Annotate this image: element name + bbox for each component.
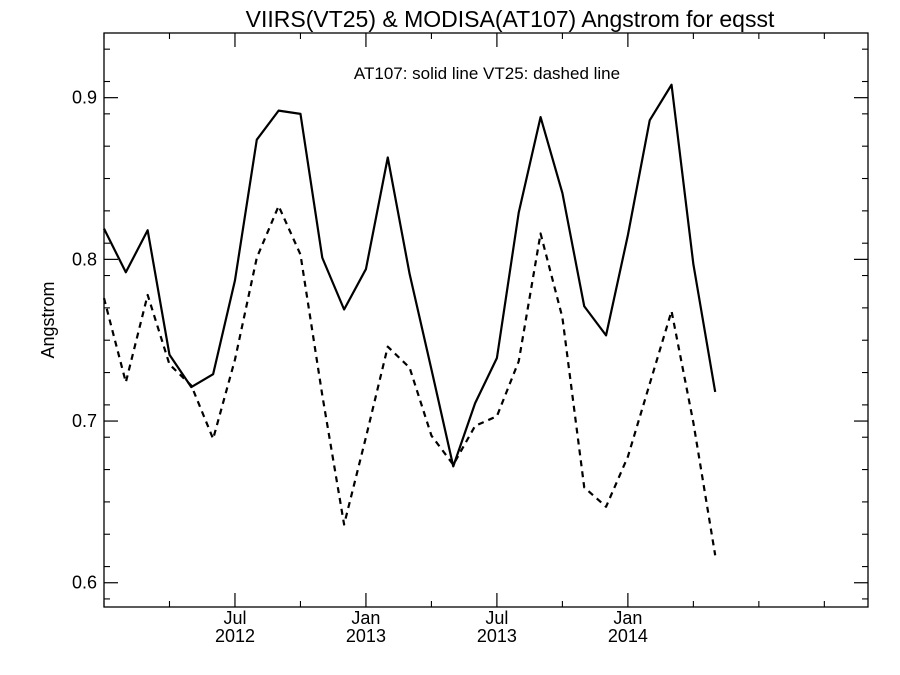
y-axis-label: Angstrom: [38, 281, 58, 358]
minor-ticks: [103, 33, 868, 607]
x-tick-month-label: Jul: [485, 608, 508, 628]
y-tick-label: 0.8: [72, 249, 97, 269]
plot-frame: [103, 32, 869, 608]
x-tick-year-label: 2013: [477, 626, 517, 646]
x-tick-month-label: Jul: [223, 608, 246, 628]
y-tick-label: 0.9: [72, 88, 97, 108]
y-tick-labels: 0.6 0.7 0.8 0.9: [72, 88, 97, 593]
x-tick-year-label: 2014: [608, 626, 648, 646]
x-tick-year-label: 2013: [346, 626, 386, 646]
series-line-at107: [103, 83, 717, 468]
series-lines: [102, 83, 717, 556]
x-tick-month-label: Jan: [351, 608, 380, 628]
y-tick-label: 0.7: [72, 411, 97, 431]
x-tick-month-label: Jan: [613, 608, 642, 628]
major-ticks: [104, 33, 868, 607]
series-style-annotation: AT107: solid line VT25: dashed line: [354, 64, 620, 83]
chart-title: VIIRS(VT25) & MODISA(AT107) Angstrom for…: [246, 6, 775, 32]
y-tick-label: 0.6: [72, 573, 97, 593]
x-tick-year-label: 2012: [215, 626, 255, 646]
